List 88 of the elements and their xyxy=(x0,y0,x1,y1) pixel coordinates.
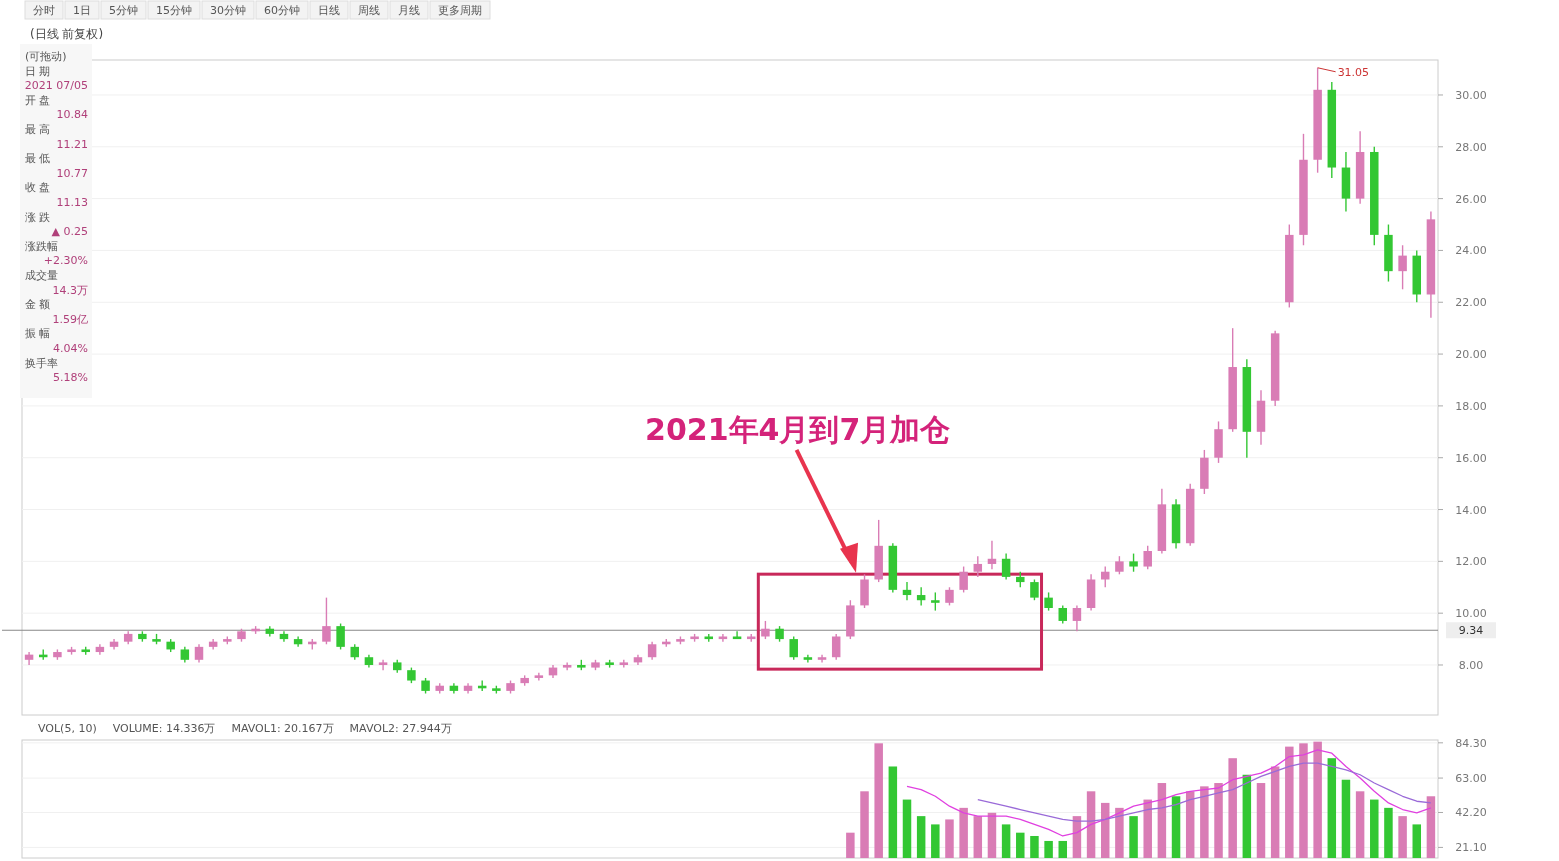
candlestick xyxy=(718,633,728,643)
y-tick-label: 22.00 xyxy=(1455,296,1487,310)
text: 1日 xyxy=(73,4,91,17)
y-tick-label: 30.00 xyxy=(1455,88,1487,102)
candlestick xyxy=(1044,591,1053,612)
annotation: 收 盘 xyxy=(25,181,51,195)
annotation: +2.30% xyxy=(43,254,88,268)
annotation: 2021 07/05 xyxy=(24,79,88,93)
candlestick xyxy=(1129,552,1138,573)
annotation: 2021年4月到7月加仓 xyxy=(645,411,951,447)
annotation: 换手率 xyxy=(25,356,58,370)
annotation: 涨 跌 xyxy=(25,210,51,224)
y-tick-label: 24.00 xyxy=(1455,244,1487,258)
candlestick xyxy=(987,539,997,570)
annotation: 涨跌幅 xyxy=(25,239,58,253)
candlestick xyxy=(534,672,544,682)
annotation: 4.04% xyxy=(53,342,88,355)
candlestick xyxy=(647,640,657,661)
line-series xyxy=(977,762,1432,822)
candlestick xyxy=(378,659,388,671)
text: 分时 xyxy=(33,4,55,17)
annotation: 10.77 xyxy=(56,166,88,180)
text: VOLUME: 14.336万 xyxy=(112,722,216,735)
y-tick-label: 8.00 xyxy=(1458,658,1484,672)
candlestick xyxy=(1115,555,1124,576)
line-series xyxy=(906,749,1432,837)
annotation: 14.3万 xyxy=(52,283,88,297)
text: 日线 xyxy=(318,4,340,17)
candlestick xyxy=(619,659,629,669)
annotation: ▲ 0.25 xyxy=(51,225,88,239)
y-tick-label: 14.00 xyxy=(1455,503,1487,517)
ref-line-label: 9.34 xyxy=(1458,624,1484,638)
y-tick-label: 42.20 xyxy=(1455,806,1487,820)
candlestick xyxy=(931,591,940,612)
candlestick xyxy=(916,586,926,607)
text: 60分钟 xyxy=(264,4,300,17)
candlestick xyxy=(1398,244,1407,290)
candlestick xyxy=(1030,578,1039,601)
candlestick xyxy=(336,622,345,651)
annotation: 金 额 xyxy=(25,298,51,312)
y-tick-label: 10.00 xyxy=(1455,607,1487,621)
text: 周线 xyxy=(358,4,380,17)
candlestick xyxy=(1058,604,1068,625)
candlestick xyxy=(831,633,841,661)
candlestick xyxy=(322,596,331,645)
text: 5分钟 xyxy=(109,4,138,17)
y-tick-label: 20.00 xyxy=(1455,348,1487,362)
text: 月线 xyxy=(398,4,420,17)
candlestick xyxy=(959,565,968,594)
annotation: 1.59亿 xyxy=(52,312,88,326)
annotation: 31.05 xyxy=(1337,65,1370,79)
candlestick xyxy=(1143,545,1152,570)
candlestick xyxy=(973,555,983,578)
candlestick xyxy=(902,581,912,601)
annotation: 11.13 xyxy=(56,196,88,209)
y-tick-label: 28.00 xyxy=(1455,140,1487,154)
annotation: 11.21 xyxy=(56,137,88,151)
annotation: 5.18% xyxy=(53,371,88,385)
annotation: 10.84 xyxy=(56,108,88,122)
text: 30分钟 xyxy=(210,4,246,17)
text: MAVOL1: 20.167万 xyxy=(231,722,334,735)
annotation: 成交量 xyxy=(25,269,58,282)
candlestick xyxy=(761,620,770,640)
annotation: 振 幅 xyxy=(25,327,51,341)
y-tick-label: 84.30 xyxy=(1455,736,1487,750)
candlestick xyxy=(1001,552,1011,581)
y-tick-label: 18.00 xyxy=(1455,399,1487,413)
text: 15分钟 xyxy=(156,4,192,17)
text: VOL(5, 10) xyxy=(38,722,97,735)
candlestick xyxy=(789,635,798,661)
y-tick-label: 21.10 xyxy=(1455,841,1487,855)
candlestick xyxy=(1072,604,1082,633)
candlestick xyxy=(732,630,742,640)
y-tick-label: 16.00 xyxy=(1455,451,1487,465)
y-tick-label: 63.00 xyxy=(1455,772,1487,786)
chart-title: (日线 前复权) xyxy=(30,27,104,41)
text: 更多周期 xyxy=(438,4,482,17)
candlestick xyxy=(194,643,204,664)
y-tick-label: 12.00 xyxy=(1455,555,1487,569)
text: MAVOL2: 27.944万 xyxy=(349,722,452,735)
annotation: (可拖动) xyxy=(25,50,67,63)
annotation: 最 高 xyxy=(25,123,51,136)
candlestick xyxy=(945,586,954,607)
annotation: 开 盘 xyxy=(25,93,51,107)
annotation: 最 低 xyxy=(25,152,51,166)
y-tick-label: 26.00 xyxy=(1455,192,1487,206)
candlestick xyxy=(562,661,572,671)
annotation: 日 期 xyxy=(25,64,51,78)
